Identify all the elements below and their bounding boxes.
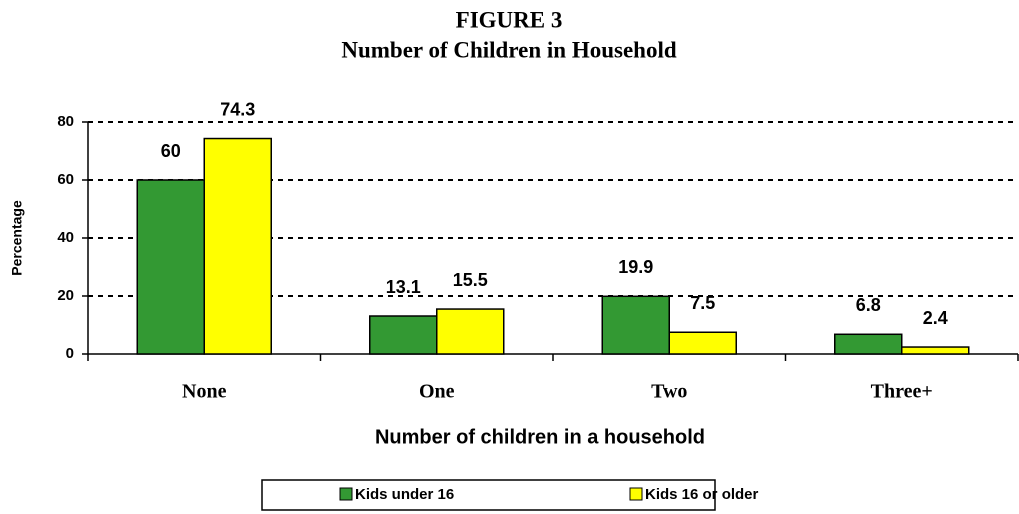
bar: [901, 346, 970, 355]
bar: [203, 137, 272, 355]
value-label: 13.1: [386, 277, 421, 297]
value-label: 74.3: [220, 99, 255, 119]
x-tick-label: Three+: [871, 381, 933, 403]
x-axis-title: Number of children in a household: [375, 426, 705, 448]
legend-swatch: [629, 487, 643, 501]
y-tick-label: 80: [57, 113, 74, 130]
legend-label: Kids 16 or older: [645, 486, 759, 503]
bar: [369, 315, 438, 355]
bar: [601, 295, 670, 355]
x-tick-label: None: [182, 381, 227, 403]
x-tick-label: Two: [651, 381, 687, 403]
value-label: 2.4: [923, 308, 948, 328]
chart-title: FIGURE 3: [456, 7, 563, 32]
bar: [436, 308, 505, 355]
chart-subtitle: Number of Children in Household: [341, 37, 676, 62]
y-tick-label: 60: [57, 171, 74, 188]
y-axis-title: Percentage: [9, 200, 25, 276]
value-label: 19.9: [618, 257, 653, 277]
value-label: 15.5: [453, 270, 488, 290]
value-label: 7.5: [690, 293, 715, 313]
value-label: 6.8: [856, 295, 881, 315]
y-tick-label: 20: [57, 287, 74, 304]
x-tick-label: One: [419, 381, 455, 403]
legend-swatch: [339, 487, 353, 501]
bar: [136, 179, 205, 355]
y-tick-label: 40: [57, 229, 74, 246]
y-tick-label: 0: [66, 345, 74, 362]
bar: [834, 333, 903, 355]
legend-label: Kids under 16: [355, 486, 454, 503]
value-label: 60: [161, 141, 181, 161]
bar: [668, 331, 737, 355]
